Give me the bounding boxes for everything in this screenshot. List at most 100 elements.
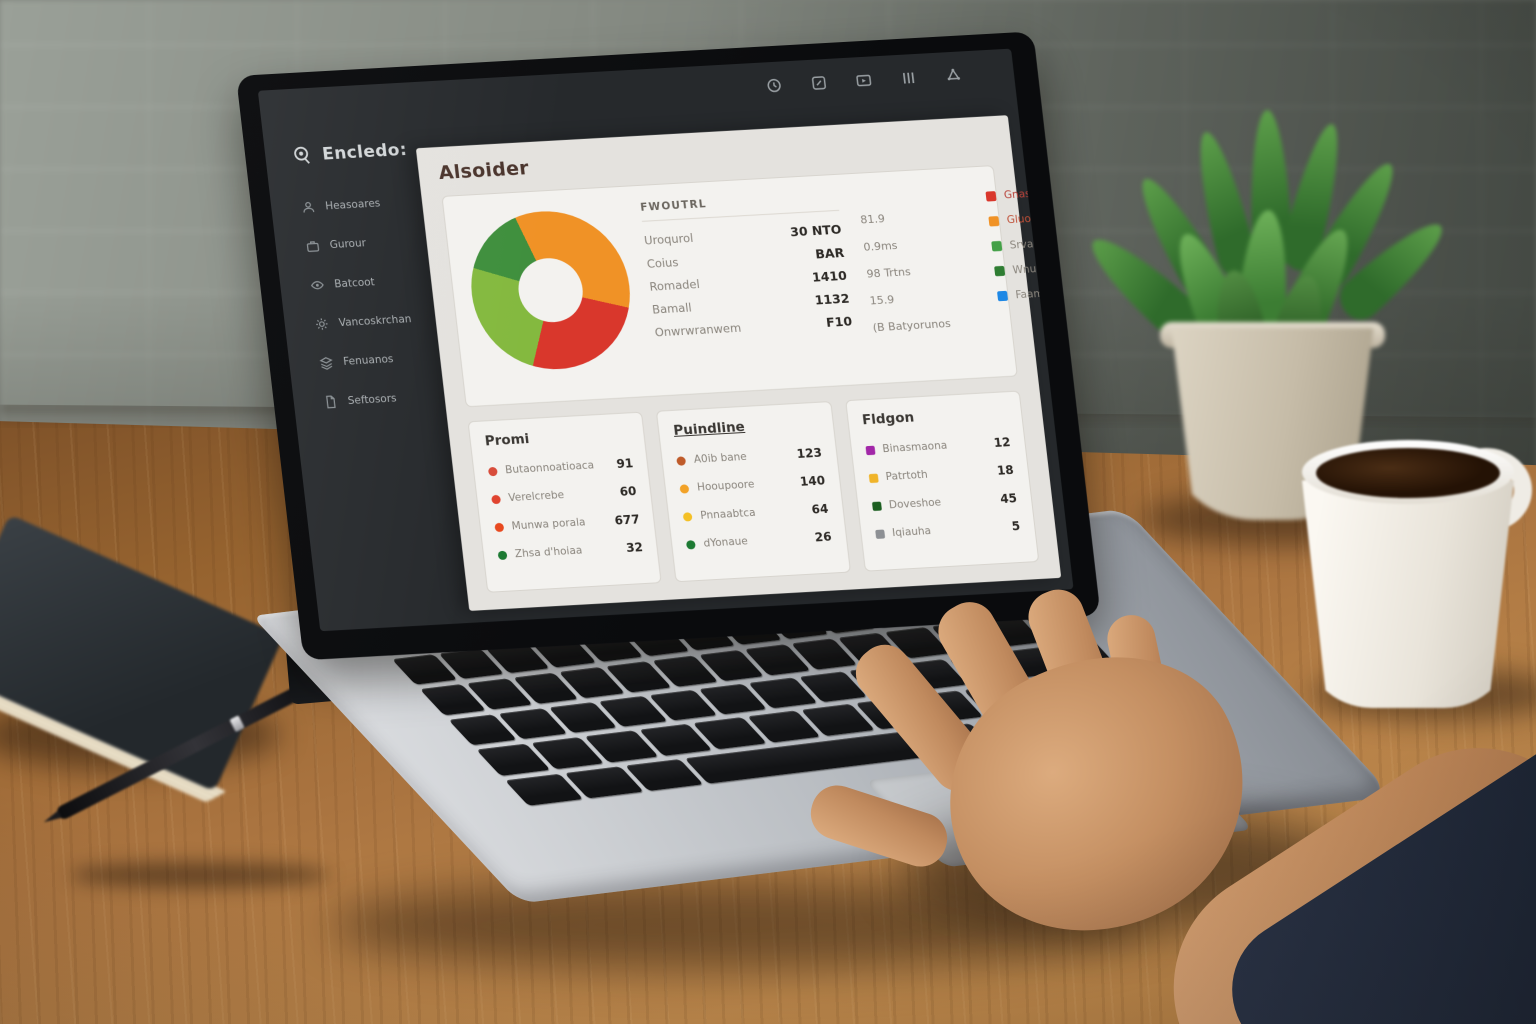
row-label: Binasmaona [881, 439, 948, 456]
row-label: Iqiauha [891, 524, 932, 540]
row-value: 18 [996, 463, 1015, 478]
columns-icon[interactable] [899, 69, 918, 87]
stat-value: 30 NTO [789, 221, 843, 240]
row-value: 26 [814, 529, 833, 545]
bullet-dot [679, 483, 690, 494]
hand-on-trackpad [804, 582, 1536, 1024]
row-label: Hooupoore [696, 478, 756, 494]
card-fldgon: Fldgon Binasmaona 12 Patrtoth 18 [844, 390, 1040, 572]
legend-swatch [985, 191, 997, 202]
stat-value: 1410 [811, 267, 848, 285]
metric: 81.9 [859, 212, 886, 227]
gear-icon [316, 318, 328, 330]
sidebar-item-label: Batcoot [333, 276, 376, 291]
coffee-surface [1316, 448, 1500, 498]
stat-label: Onwrwranwem [653, 320, 742, 340]
overview-card: Fwoutrl Uroqurol 30 NTO Coius BAR Romade… [441, 165, 1074, 408]
stat-label: Uroqurol [643, 230, 694, 248]
sidebar-item-label: Seftosors [347, 392, 398, 407]
stat-label: Bamall [651, 299, 693, 317]
row-value: 91 [615, 456, 634, 472]
sidebar-item-gurour[interactable]: Gurour [305, 233, 432, 254]
row-value: 45 [999, 490, 1018, 506]
metric: 98 Trtns [865, 265, 912, 281]
sidebar-item-vancoskrchan[interactable]: Vancoskrchan [314, 310, 441, 331]
donut-chart [462, 207, 639, 374]
bullet-dot [676, 455, 687, 466]
app-brand[interactable]: Encledo: [290, 139, 408, 167]
row-value: 32 [625, 540, 644, 555]
summary-cards: Promi Butaonnoatioaca 91 Verelcrebe 60 [467, 390, 1040, 593]
brand-label: Encledo: [321, 139, 409, 165]
file-icon [326, 395, 336, 409]
metric: 0.9ms [862, 238, 899, 254]
card-promi: Promi Butaonnoatioaca 91 Verelcrebe 60 [467, 411, 663, 593]
sidebar-item-label: Vancoskrchan [338, 313, 413, 330]
stat-value: F10 [825, 313, 853, 330]
coffee-cup [1290, 440, 1536, 740]
row-value: 140 [799, 473, 826, 489]
row-label: Verelcrebe [507, 489, 565, 505]
legend-swatch [991, 240, 1003, 252]
bullet-square [865, 445, 876, 455]
row-value: 677 [613, 512, 641, 528]
row-label: dYonaue [702, 535, 749, 550]
row-label: Doveshoe [888, 496, 942, 512]
clock-icon[interactable] [765, 76, 784, 94]
row-label: Butaonnoatioaca [504, 459, 595, 477]
stat-label: Coius [645, 254, 680, 271]
sidebar-item-label: Heasoares [324, 197, 381, 213]
laptop-screen: Encledo: Heasoares Gurour Batcoot Vanc [236, 31, 1101, 661]
metric: (B Batyorunos [872, 317, 952, 335]
stat-value: BAR [814, 244, 845, 262]
sidebar-item-label: Gurour [329, 237, 367, 252]
sidebar-item-fenuanos[interactable]: Fenuanos [319, 349, 446, 370]
row-label: Zhsa d'hoiaa [514, 544, 583, 561]
sidebar-item-batcoot[interactable]: Batcoot [310, 272, 437, 293]
legend-swatch [994, 265, 1006, 277]
media-icon[interactable] [854, 71, 873, 89]
bullet-square [874, 529, 885, 539]
bullet-square [868, 473, 879, 483]
sidebar-item-label: Fenuanos [342, 353, 395, 369]
briefcase-icon [306, 241, 320, 252]
main-panel: Alsoider Fwoutrl Uroqurol 30 NTO Coius B… [415, 115, 1074, 611]
stat-label: Romadel [648, 276, 701, 294]
dashboard-app: Encledo: Heasoares Gurour Batcoot Vanc [257, 48, 1074, 632]
cup-body [1302, 480, 1514, 708]
share-icon[interactable] [944, 66, 963, 84]
layers-icon [319, 357, 333, 370]
row-label: Patrtoth [885, 468, 929, 484]
magnifier-logo-icon [294, 146, 310, 164]
stats-list: Fwoutrl Uroqurol 30 NTO Coius BAR Romade… [639, 189, 857, 382]
top-bar [258, 49, 1017, 137]
bullet-dot [682, 511, 693, 522]
card-title: Puindline [672, 418, 746, 439]
metric: 15.9 [869, 293, 895, 308]
card-title: Fldgon [861, 409, 915, 429]
pen-shadow [70, 862, 330, 888]
bullet-dot [686, 539, 697, 550]
sidebar-item-seftosors[interactable]: Seftosors [323, 388, 450, 409]
bullet-dot [497, 550, 508, 560]
row-label: A0ib bane [693, 450, 748, 466]
row-value: 60 [618, 484, 638, 500]
eye-icon [310, 281, 324, 290]
user-icon [303, 201, 315, 213]
row-label: Pnnaabtca [699, 506, 757, 522]
metrics-list: 81.9 0.9ms 98 Trtns 15.9 (B Batyorunos [857, 182, 986, 370]
card-puindline: Puindline A0ib bane 123 Hooupoore 140 [656, 400, 851, 583]
bullet-square [871, 501, 882, 511]
stats-header: Fwoutrl [639, 190, 840, 222]
row-value: 12 [992, 435, 1012, 451]
stat-value: 1132 [813, 290, 851, 308]
legend-swatch [997, 290, 1009, 302]
sidebar-nav: Heasoares Gurour Batcoot Vancoskrchan Fe… [301, 194, 451, 409]
card-title: Promi [483, 430, 531, 450]
row-value: 123 [795, 445, 823, 462]
sidebar-item-heasoares[interactable]: Heasoares [301, 194, 428, 215]
compose-icon[interactable] [809, 74, 828, 92]
row-value: 64 [810, 501, 830, 517]
legend-swatch [988, 215, 1000, 227]
